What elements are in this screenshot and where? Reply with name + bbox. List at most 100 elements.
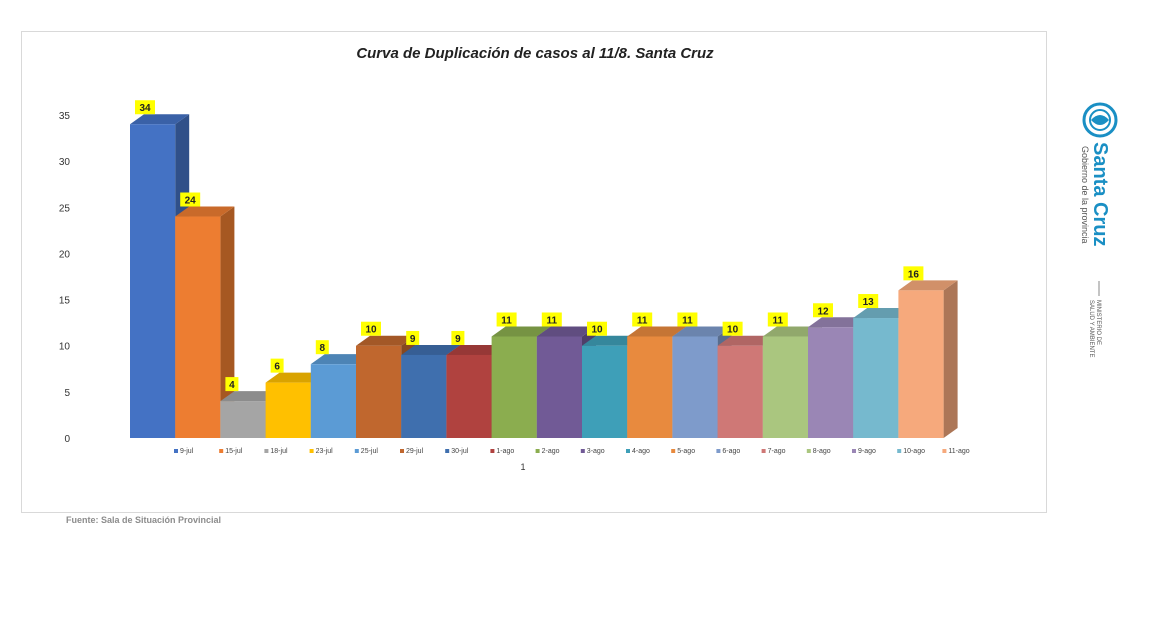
legend-swatch — [806, 449, 811, 453]
legend-swatch — [535, 449, 540, 453]
data-label-bg — [315, 340, 329, 355]
bar-top — [265, 372, 325, 383]
bar-top — [401, 344, 461, 355]
data-label-text: 12 — [817, 306, 829, 317]
bar-front — [175, 216, 221, 438]
legend-item: 8-ago — [806, 448, 831, 455]
data-label-text: 11 — [773, 315, 784, 326]
data-label: 9 — [451, 330, 465, 345]
source-note: Fuente: Sala de Situación Provincial — [66, 515, 222, 525]
provincial-seal-icon — [1082, 102, 1118, 138]
legend-item: 9-ago — [852, 448, 876, 455]
legend-swatch — [942, 449, 947, 453]
bar-top — [672, 326, 732, 337]
legend-label: 9-ago — [858, 448, 876, 455]
bar-front — [536, 336, 582, 438]
bar-top — [627, 326, 687, 337]
legend-swatch — [445, 449, 450, 453]
legend-item: 30-jul — [445, 448, 469, 455]
data-label-text: 4 — [229, 380, 235, 391]
legend-swatch — [671, 449, 676, 453]
bar-series — [130, 114, 958, 438]
legend-label: 11-ago — [948, 448, 969, 455]
data-label: 10 — [361, 321, 381, 336]
data-label-text: 10 — [365, 325, 377, 336]
bar — [898, 280, 958, 438]
data-label-text: 11 — [547, 315, 558, 326]
data-label: 24 — [180, 192, 201, 207]
legend-label: 29-jul — [406, 448, 424, 455]
legend-item: 3-ago — [580, 448, 605, 455]
data-label-bg — [135, 100, 155, 115]
bar-top — [130, 114, 190, 125]
legend-item: 7-ago — [761, 448, 786, 455]
legend-label: 9-jul — [180, 448, 194, 455]
data-label: 11 — [767, 312, 788, 327]
bar-front — [808, 327, 854, 438]
data-label-bg — [406, 330, 420, 345]
legend-label: 7-ago — [768, 448, 786, 455]
legend-label: 8-ago — [813, 448, 831, 455]
y-tick-label: 20 — [59, 249, 71, 260]
legend-label: 3-ago — [587, 448, 605, 455]
data-label-text: 11 — [637, 315, 648, 326]
data-label-bg — [361, 321, 381, 336]
legend-label: 1-ago — [496, 448, 514, 455]
bar-front — [265, 382, 311, 438]
legend-swatch — [716, 449, 721, 453]
bar-chart: Curva de Duplicación de casos al 11/8. S… — [59, 45, 970, 472]
data-label-bg — [677, 312, 698, 327]
legend-swatch — [174, 449, 178, 453]
bar-top — [491, 326, 551, 337]
legend-item: 18-jul — [264, 448, 288, 455]
bar-top — [762, 326, 822, 337]
legend-label: 2-ago — [542, 448, 560, 455]
bar-front — [582, 345, 628, 438]
data-label: 9 — [406, 330, 420, 345]
legend-swatch — [490, 449, 495, 453]
legend-item: 9-jul — [174, 448, 194, 455]
data-labels: 34 24 4 6 8 10 9 9 11 11 10 11 11 10 11 12 13 16 — [135, 100, 924, 392]
legend-label: 25-jul — [361, 448, 379, 455]
legend-label: 30-jul — [451, 448, 469, 455]
bar-front — [310, 364, 356, 438]
x-category-label: 1 — [520, 462, 525, 472]
data-label: 34 — [135, 100, 155, 115]
bar-front — [491, 336, 537, 438]
legend-swatch — [897, 449, 902, 453]
legend-item: 15-jul — [219, 448, 243, 455]
legend-item: 29-jul — [400, 448, 424, 455]
data-label: 11 — [632, 312, 653, 327]
bar-front — [898, 290, 944, 438]
bar — [175, 206, 235, 438]
bar-front — [717, 345, 763, 438]
legend-swatch — [309, 449, 314, 453]
data-label-bg — [451, 330, 465, 345]
legend-swatch — [354, 449, 359, 453]
data-label-text: 13 — [863, 297, 875, 308]
bar-front — [672, 336, 718, 438]
legend-item: 6-ago — [716, 448, 740, 455]
legend: 9-jul 15-jul 18-jul 23-jul 25-jul 29-jul 30-ju… — [174, 448, 970, 455]
data-label-text: 24 — [185, 196, 197, 207]
legend-label: 18-jul — [270, 448, 288, 455]
data-label-text: 9 — [455, 334, 461, 345]
chart-container: Curva de Duplicación de casos al 11/8. S… — [21, 31, 1047, 513]
y-tick-label: 25 — [59, 203, 71, 214]
data-label-bg — [180, 192, 201, 207]
bar-front — [401, 354, 447, 438]
data-label-bg — [270, 358, 284, 373]
data-label: 6 — [270, 358, 284, 373]
bar-top — [175, 206, 235, 217]
data-label: 8 — [315, 340, 329, 355]
y-tick-label: 30 — [59, 157, 71, 168]
bar-front — [356, 345, 402, 438]
data-label-bg — [587, 321, 607, 336]
legend-swatch — [219, 449, 224, 453]
bar-side — [943, 280, 958, 438]
data-label-text: 16 — [908, 269, 920, 280]
data-label: 13 — [858, 294, 879, 309]
y-tick-label: 15 — [59, 296, 71, 307]
bar-front — [130, 124, 176, 438]
data-label-bg — [632, 312, 653, 327]
